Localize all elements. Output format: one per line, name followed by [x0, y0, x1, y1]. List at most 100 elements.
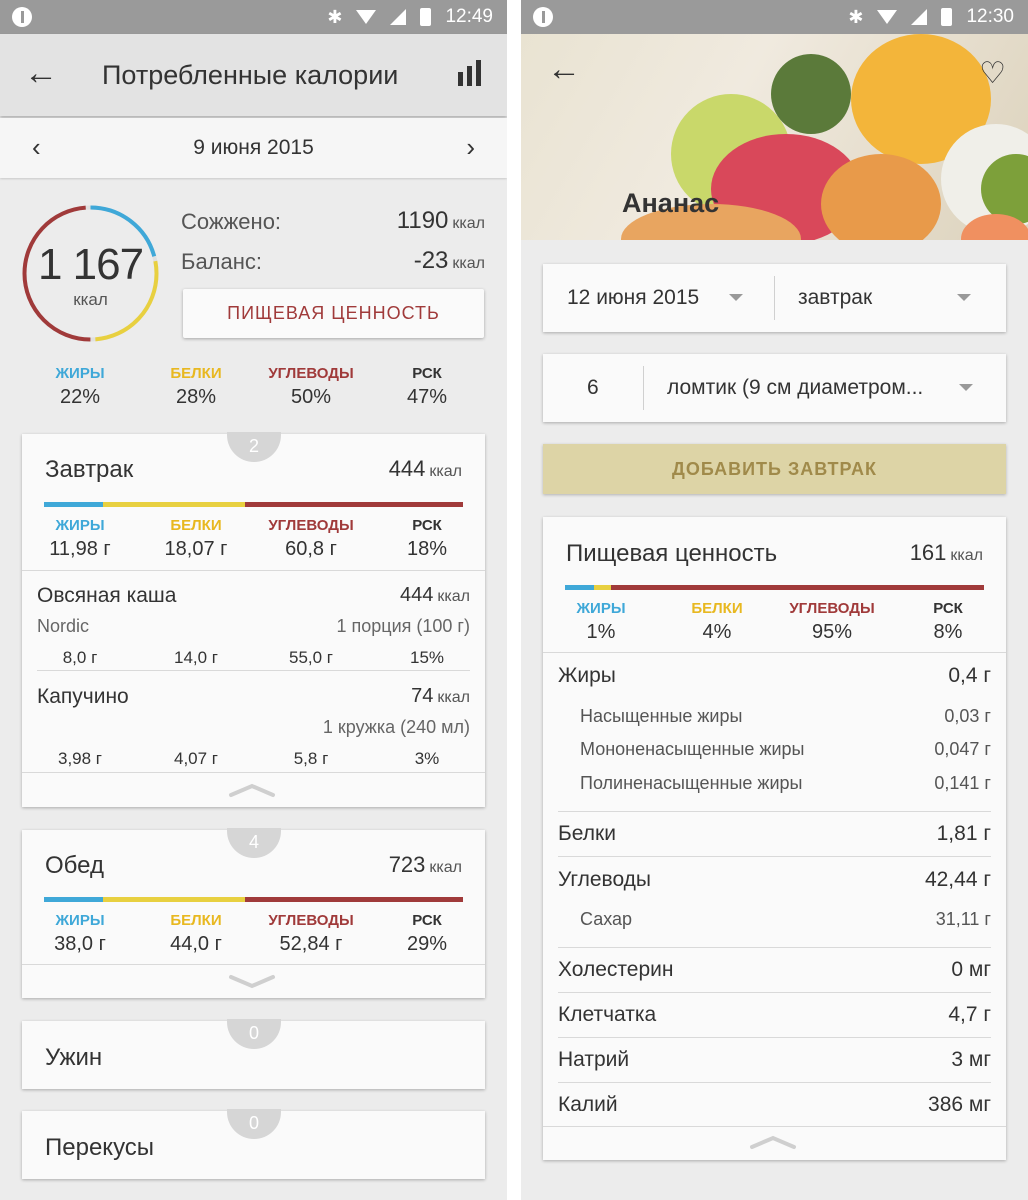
meal-card-lunch[interactable]: 4 Обед 723 ккал ЖИРЫ 38,0 г БЕЛКИ 44,0 г УГ… [22, 828, 485, 998]
macro-bar-carbs [611, 585, 984, 590]
macro-bar-carbs [245, 897, 463, 902]
back-arrow-icon[interactable]: ← [547, 50, 581, 88]
food-kcal: 444 ккал [400, 584, 470, 606]
macro-bar-carbs [245, 502, 463, 507]
food-detail-screen: ✱ 12:30 ← ♡ Ананас 12 июня 2015 завтрак … [521, 0, 1028, 1200]
total-calories-unit: ккал [73, 290, 108, 309]
food-rsk: 3% [414, 749, 440, 768]
meal-title: Обед [45, 852, 104, 879]
macro-bar [565, 585, 984, 590]
meal-carbs: УГЛЕВОДЫ 52,84 г [268, 912, 354, 955]
summary-fat: ЖИРЫ 22% [55, 365, 105, 408]
ring-carbs-arc [22, 205, 159, 342]
divider [558, 856, 991, 857]
divider [774, 276, 775, 320]
summary-carbs: УГЛЕВОДЫ 50% [268, 365, 354, 408]
expand-chevron-icon[interactable] [227, 972, 277, 990]
nutrition-protein: БЕЛКИ 4% [691, 600, 743, 643]
macro-bar-protein [594, 585, 612, 590]
chevron-right-icon[interactable]: › [466, 132, 475, 162]
meal-kcal: 444 ккал [388, 456, 462, 481]
food-protein: 4,07 г [173, 749, 218, 768]
burned-value: 1190 ккал [396, 207, 485, 234]
macro-bar-protein [102, 897, 246, 902]
page-title: Потребленные калории [102, 60, 399, 90]
app-notification-icon [12, 7, 32, 27]
divider [643, 366, 644, 410]
nutrition-card: Пищевая ценность 161 ккал ЖИРЫ 1% БЕЛКИ 4% … [543, 517, 1006, 1160]
current-date: 9 июня 2015 [193, 136, 314, 159]
burned-label: Сожжено: [181, 209, 282, 234]
unit-select[interactable]: ломтик (9 см диаметром... [667, 376, 924, 399]
macro-bar [44, 897, 463, 902]
meal-card-snacks[interactable]: 0 Перекусы [22, 1109, 485, 1179]
nutrition-value-button[interactable]: ПИЩЕВАЯ ЦЕННОСТЬ [183, 289, 484, 338]
bluetooth-icon: ✱ [327, 7, 343, 27]
food-portion: 1 кружка (240 мл) [322, 717, 470, 737]
item-count-badge: 2 [227, 432, 281, 462]
divider [22, 772, 485, 773]
bar-chart-icon[interactable] [458, 60, 481, 86]
meal-card-dinner[interactable]: 0 Ужин [22, 1019, 485, 1089]
divider [558, 947, 991, 948]
meal-kcal: 723 ккал [388, 852, 462, 877]
meal-protein: БЕЛКИ 44,0 г [170, 912, 222, 955]
item-count-badge: 4 [227, 828, 281, 858]
calorie-ring [22, 205, 159, 342]
fruit-shape [771, 54, 851, 134]
divider [558, 1082, 991, 1083]
divider [22, 570, 485, 571]
nutrition-carbs: УГЛЕВОДЫ 95% [789, 600, 875, 643]
collapse-chevron-icon[interactable] [227, 781, 277, 799]
meal-card-breakfast[interactable]: 2 Завтрак 444 ккал ЖИРЫ 11,98 г БЕЛКИ 18,07… [22, 432, 485, 807]
bluetooth-icon: ✱ [848, 7, 864, 27]
meal-title: Перекусы [45, 1134, 155, 1161]
meal-rsk: РСК 18% [406, 517, 448, 560]
wifi-icon [356, 10, 377, 24]
item-count-badge: 0 [227, 1109, 281, 1139]
food-protein: 14,0 г [173, 648, 218, 667]
app-notification-icon [533, 7, 553, 27]
status-bar: ✱ 12:30 [521, 0, 1028, 34]
date-meal-selector: 12 июня 2015 завтрак [543, 264, 1006, 332]
food-carbs: 5,8 г [293, 749, 329, 768]
meal-protein: БЕЛКИ 18,07 г [164, 517, 228, 560]
add-breakfast-button[interactable]: ДОБАВИТЬ ЗАВТРАК [543, 444, 1006, 494]
fruit-shape [821, 154, 941, 240]
back-arrow-icon[interactable]: ← [24, 54, 58, 92]
dropdown-caret-icon[interactable] [729, 294, 743, 301]
food-name: Капучино [37, 685, 129, 708]
nutrition-fat: ЖИРЫ 1% [576, 600, 626, 643]
quantity-input[interactable]: 6 [587, 376, 599, 399]
divider [558, 1037, 991, 1038]
divider [558, 811, 991, 812]
battery-icon [941, 8, 953, 26]
status-time: 12:30 [966, 6, 1014, 27]
battery-icon [420, 8, 432, 26]
macro-bar-fat [44, 897, 103, 902]
divider [543, 652, 1006, 653]
dropdown-caret-icon[interactable] [957, 294, 971, 301]
meal-select[interactable]: завтрак [798, 286, 873, 309]
food-name: Овсяная каша [37, 584, 177, 607]
collapse-chevron-icon[interactable] [748, 1133, 798, 1151]
food-brand: Nordic [37, 616, 90, 636]
macro-bar-fat [44, 502, 103, 507]
food-rsk: 15% [409, 648, 445, 667]
meal-rsk: РСК 29% [406, 912, 448, 955]
divider [22, 964, 485, 965]
heart-icon[interactable]: ♡ [979, 57, 1006, 90]
dropdown-caret-icon[interactable] [959, 384, 973, 391]
summary-protein: БЕЛКИ 28% [170, 365, 222, 408]
nutrition-rsk: РСК 8% [933, 600, 963, 643]
date-select[interactable]: 12 июня 2015 [567, 286, 700, 309]
food-portion: 1 порция (100 г) [336, 616, 470, 636]
food-title: Ананас [622, 188, 720, 218]
status-bar: ✱ 12:49 [0, 0, 507, 34]
chevron-left-icon[interactable]: ‹ [32, 132, 41, 162]
app-bar: ← Потребленные калории [0, 34, 507, 116]
meal-fat: ЖИРЫ 11,98 г [49, 517, 111, 560]
meal-carbs: УГЛЕВОДЫ 60,8 г [268, 517, 354, 560]
divider [543, 1126, 1006, 1127]
balance-value: -23 ккал [413, 247, 485, 274]
